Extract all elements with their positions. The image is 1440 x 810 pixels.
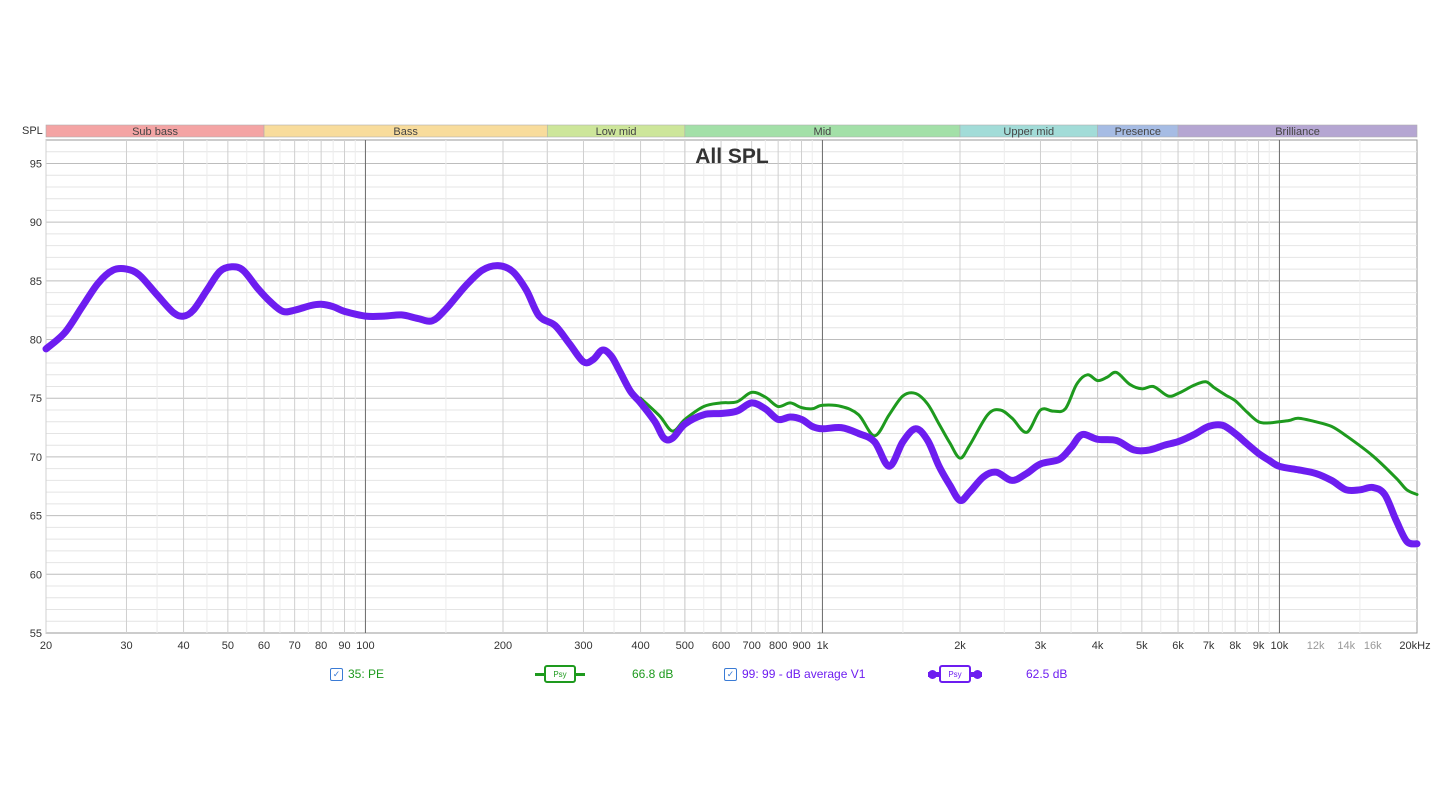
x-tick-label: 80 <box>315 640 327 652</box>
y-tick-label: 95 <box>30 158 42 170</box>
x-tick-label: 16k <box>1364 640 1382 652</box>
legend-value-average: 62.5 dB <box>1026 662 1067 686</box>
x-tick-label: 30 <box>120 640 132 652</box>
legend-label: 35: PE <box>348 667 385 681</box>
series-swatch-average[interactable]: Psy <box>928 662 982 686</box>
y-tick-label: 80 <box>30 335 42 347</box>
series-line-average <box>42 262 1421 548</box>
legend-value: 66.8 dB <box>632 667 674 681</box>
x-axis-ticks: 20 30 40 50 60 70 80 90 100 200 300 400 500 600 700 800… <box>40 640 1431 652</box>
x-tick-label: 20kHz <box>1399 640 1430 652</box>
x-tick-label: 40 <box>177 640 189 652</box>
swatch-text: Psy <box>939 665 971 683</box>
band-label: Mid <box>814 126 832 138</box>
x-tick-label: 500 <box>676 640 694 652</box>
legend-item-average[interactable]: ✓ 99: 99 - dB average V1 <box>724 662 865 686</box>
x-tick-label: 10k <box>1271 640 1289 652</box>
x-tick-label: 60 <box>258 640 270 652</box>
swatch-text: Psy <box>544 665 576 683</box>
y-tick-label: 85 <box>30 276 42 288</box>
chart-title: All SPL <box>695 145 769 168</box>
legend-value-pe: 66.8 dB <box>632 662 673 686</box>
x-tick-label: 100 <box>356 640 374 652</box>
x-tick-label: 9k <box>1253 640 1265 652</box>
x-tick-label: 8k <box>1229 640 1241 652</box>
x-tick-label: 90 <box>338 640 350 652</box>
legend-item-pe[interactable]: ✓ 35: PE <box>330 662 384 686</box>
y-tick-label: 65 <box>30 511 42 523</box>
x-tick-label: 600 <box>712 640 730 652</box>
checkbox-icon[interactable]: ✓ <box>724 667 737 681</box>
y-tick-label: 75 <box>30 393 42 405</box>
series-line-pe <box>639 370 1419 496</box>
spl-chart: Sub bass Bass Low mid Mid Upper mid Presence B… <box>22 124 1431 652</box>
y-axis-label: SPL <box>22 125 43 137</box>
x-tick-label: 200 <box>494 640 512 652</box>
band-label: Upper mid <box>1003 126 1054 138</box>
x-tick-label: 4k <box>1092 640 1104 652</box>
y-tick-label: 70 <box>30 452 42 464</box>
band-label: Brilliance <box>1275 126 1320 138</box>
x-tick-label: 6k <box>1172 640 1184 652</box>
band-label: Sub bass <box>132 126 178 138</box>
y-tick-label: 90 <box>30 217 42 229</box>
x-tick-label: 300 <box>574 640 592 652</box>
x-tick-label: 900 <box>792 640 810 652</box>
y-tick-label: 60 <box>30 569 42 581</box>
legend: ✓ 35: PE Psy 66.8 dB ✓ 99: 99 - dB avera… <box>0 662 1440 686</box>
band-label: Low mid <box>596 126 637 138</box>
frequency-band-bar: Sub bass Bass Low mid Mid Upper mid Presence B… <box>45 124 1418 138</box>
band-label: Bass <box>393 126 418 138</box>
y-tick-label: 55 <box>30 628 42 640</box>
x-tick-label: 7k <box>1203 640 1215 652</box>
line-swatch-icon[interactable]: Psy <box>535 665 585 683</box>
band-label: Presence <box>1115 126 1161 138</box>
line-swatch-icon[interactable]: Psy <box>928 665 982 683</box>
x-tick-label: 3k <box>1035 640 1047 652</box>
y-axis-ticks: 55 60 65 70 75 80 85 90 95 <box>30 158 42 640</box>
x-tick-label: 50 <box>222 640 234 652</box>
x-tick-label: 5k <box>1136 640 1148 652</box>
series-lines <box>42 262 1421 548</box>
series-swatch-pe[interactable]: Psy <box>535 662 585 686</box>
x-tick-label: 14k <box>1337 640 1355 652</box>
x-tick-label: 400 <box>631 640 649 652</box>
x-tick-label: 800 <box>769 640 787 652</box>
x-tick-label: 20 <box>40 640 52 652</box>
legend-value: 62.5 dB <box>1026 667 1068 681</box>
checkbox-icon[interactable]: ✓ <box>330 667 343 681</box>
band-segment <box>1177 124 1418 138</box>
x-tick-label: 70 <box>289 640 301 652</box>
x-tick-label: 2k <box>954 640 966 652</box>
x-tick-label: 12k <box>1307 640 1325 652</box>
x-tick-label: 1k <box>817 640 829 652</box>
x-tick-label: 700 <box>742 640 760 652</box>
legend-label: 99: 99 - dB average V1 <box>742 667 866 681</box>
